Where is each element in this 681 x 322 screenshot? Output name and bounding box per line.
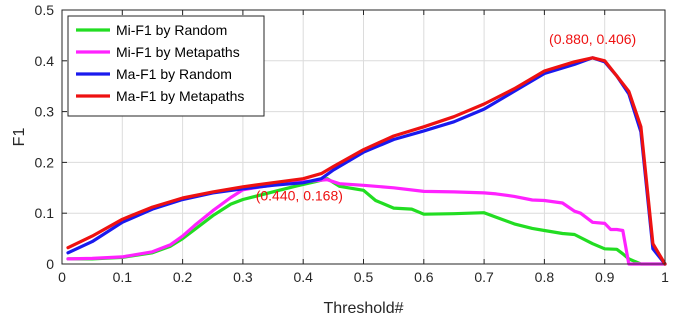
legend: Mi-F1 by Random Mi-F1 by Metapaths Ma-F1 b… [67,15,265,117]
x-tick-label: 0 [58,269,66,285]
y-axis-ticks: 0 0.1 0.2 0.3 0.4 0.5 [35,2,665,272]
x-tick-label: 1 [661,269,669,285]
x-axis-ticks: 0 0.1 0.2 0.3 0.4 0.5 0.6 0.7 0.8 0.9 1 [58,10,669,285]
y-tick-label: 0.2 [35,154,55,170]
x-tick-label: 0.8 [535,269,555,285]
x-tick-label: 0.2 [173,269,193,285]
x-tick-label: 0.6 [414,269,434,285]
y-tick-label: 0.5 [35,2,55,18]
series-line-0 [66,177,667,266]
series-line-3 [66,56,667,266]
y-tick-label: 0 [46,256,54,272]
y-tick-label: 0.1 [35,205,55,221]
y-axis-label: F1 [11,128,28,147]
series-line-1 [66,178,667,266]
y-tick-label: 0.4 [35,53,55,69]
legend-entry-label: Ma-F1 by Random [116,66,232,82]
legend-entry-label: Mi-F1 by Random [116,22,227,38]
legend-entry-label: Mi-F1 by Metapaths [116,44,240,60]
x-axis-label: Threshold# [323,300,403,317]
annotations: (0.880, 0.406) (0.440, 0.168) [256,31,636,204]
y-tick-label: 0.3 [35,104,55,120]
x-tick-label: 0.5 [354,269,374,285]
legend-box [67,15,265,117]
x-tick-label: 0.3 [233,269,253,285]
x-tick-label: 0.1 [113,269,133,285]
x-tick-label: 0.4 [293,269,313,285]
legend-entry-label: Ma-F1 by Metapaths [116,88,244,104]
series-lines [66,56,667,266]
annotation-label: (0.440, 0.168) [256,188,343,204]
x-tick-label: 0.9 [595,269,615,285]
annotation-label: (0.880, 0.406) [549,31,636,47]
x-tick-label: 0.7 [474,269,494,285]
